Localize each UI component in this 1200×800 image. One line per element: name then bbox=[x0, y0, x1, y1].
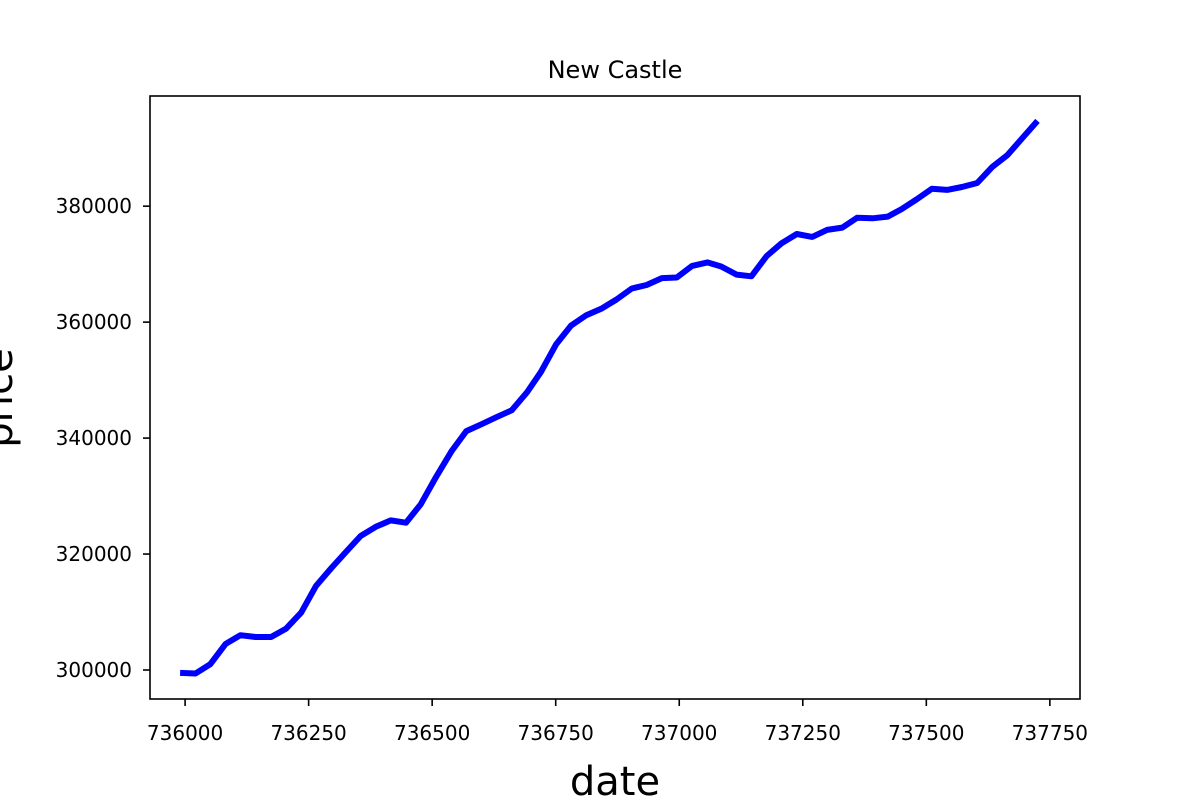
x-axis-label: date bbox=[570, 759, 660, 800]
chart-title: New Castle bbox=[548, 56, 683, 84]
x-tick-label: 736250 bbox=[270, 721, 346, 745]
x-tick-label: 737000 bbox=[641, 721, 717, 745]
x-tick-label: 736750 bbox=[518, 721, 594, 745]
x-tick-label: 737750 bbox=[1012, 721, 1088, 745]
plot-frame bbox=[149, 95, 1081, 700]
x-axis: 736000 736250 736500 736750 737000 737250 7375… bbox=[147, 699, 1088, 745]
y-axis: 300000 320000 340000 360000 380000 bbox=[56, 194, 150, 682]
y-tick-label: 340000 bbox=[56, 426, 132, 450]
x-tick-label: 736000 bbox=[147, 721, 223, 745]
series-layer bbox=[179, 118, 1040, 677]
y-tick-label: 360000 bbox=[56, 310, 132, 334]
x-tick-label: 736500 bbox=[394, 721, 470, 745]
y-tick-label: 300000 bbox=[56, 658, 132, 682]
y-axis-label: price bbox=[0, 348, 22, 448]
x-tick-label: 737250 bbox=[765, 721, 841, 745]
series-line bbox=[179, 118, 1040, 677]
y-tick-label: 320000 bbox=[56, 542, 132, 566]
x-tick-label: 737500 bbox=[888, 721, 964, 745]
y-tick-label: 380000 bbox=[56, 194, 132, 218]
